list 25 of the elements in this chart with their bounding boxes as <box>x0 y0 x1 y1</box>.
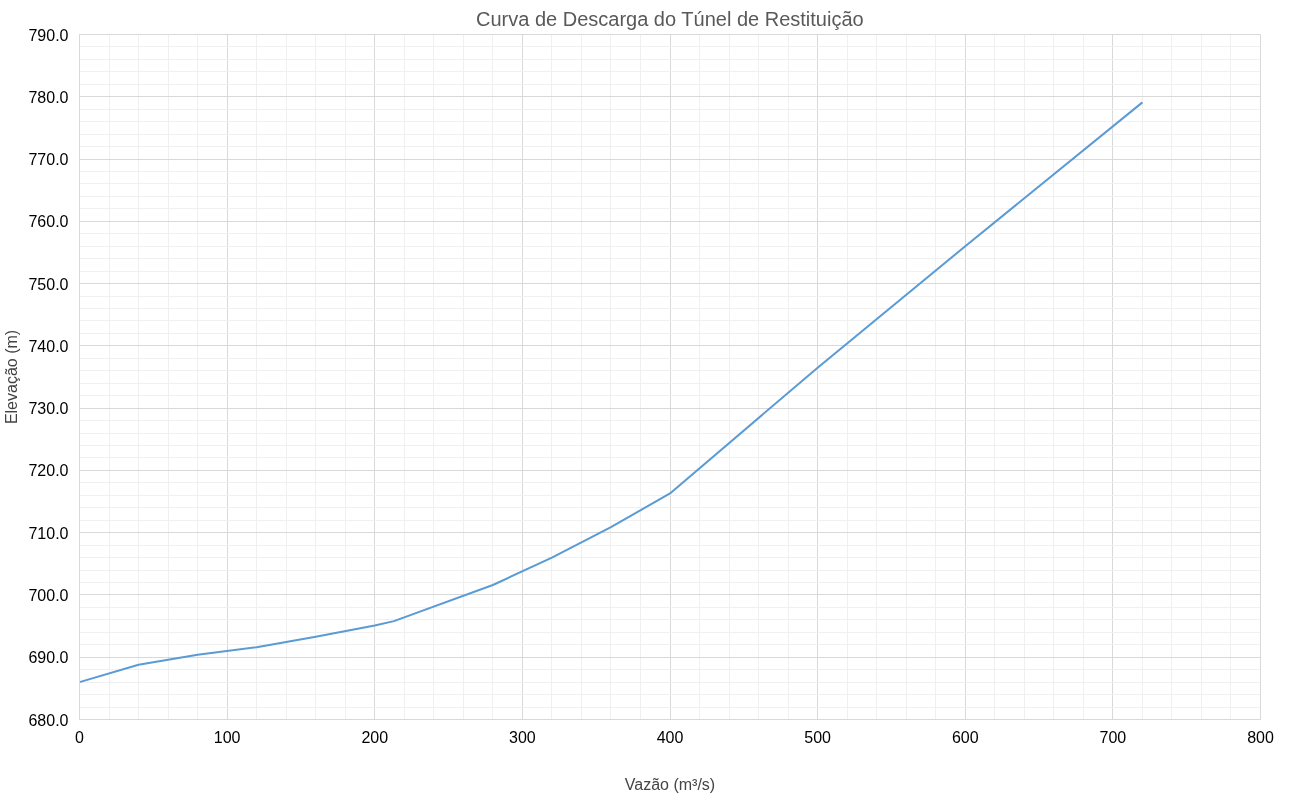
y-tick-label: 780.0 <box>28 88 69 106</box>
x-tick-label: 400 <box>656 728 684 746</box>
x-tick-label: 700 <box>1099 728 1127 746</box>
x-tick-label: 100 <box>213 728 241 746</box>
x-axis-title: Vazão (m³/s) <box>624 775 716 793</box>
y-axis-title: Elevação (m) <box>3 329 21 425</box>
y-tick-label: 720.0 <box>28 462 69 480</box>
line-series <box>79 101 1144 684</box>
y-tick-label: 750.0 <box>28 275 69 293</box>
y-tick-label: 730.0 <box>28 400 69 418</box>
x-tick-label: 600 <box>951 728 979 746</box>
x-tick-label: 0 <box>75 728 85 746</box>
y-tick-label: 760.0 <box>28 213 69 231</box>
x-tick-label: 500 <box>804 728 832 746</box>
y-tick-label: 740.0 <box>28 337 69 355</box>
y-tick-label: 770.0 <box>28 151 69 169</box>
x-tick-label: 300 <box>509 728 536 746</box>
y-tick-label: 680.0 <box>28 711 69 729</box>
x-tick-label: 200 <box>361 728 389 746</box>
y-tick-label: 700.0 <box>28 586 69 604</box>
y-tick-label: 790.0 <box>28 26 69 44</box>
y-tick-label: 690.0 <box>28 649 69 667</box>
y-tick-label: 710.0 <box>28 524 69 542</box>
chart-title: Curva de Descarga do Túnel de Restituição <box>476 7 864 30</box>
x-tick-label: 800 <box>1247 728 1274 746</box>
